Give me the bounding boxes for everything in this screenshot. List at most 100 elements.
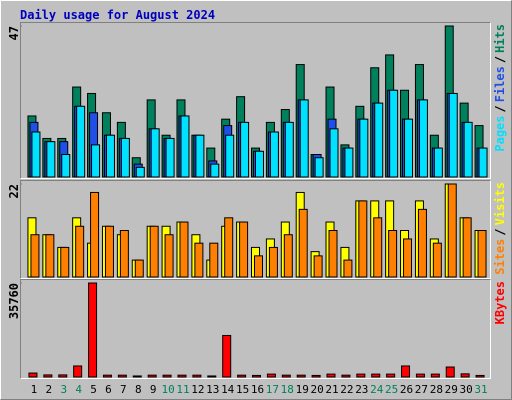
bar	[478, 147, 488, 178]
bar	[252, 374, 261, 378]
bar	[404, 118, 414, 178]
bar	[329, 128, 339, 178]
bar	[269, 131, 279, 178]
bar	[30, 234, 40, 278]
bar	[477, 230, 487, 278]
bar	[194, 242, 204, 278]
bar	[135, 166, 145, 178]
x-tick-label: 18	[281, 383, 294, 396]
bar	[239, 221, 249, 278]
legend-separator: /	[493, 105, 507, 112]
bar	[314, 157, 324, 178]
bar	[88, 282, 98, 378]
bar	[313, 255, 323, 278]
legend: Sites / Visits	[493, 182, 507, 275]
x-tick-label: 4	[75, 383, 82, 396]
x-tick-label: 26	[400, 383, 413, 396]
bar	[388, 230, 398, 278]
bar	[433, 147, 443, 178]
bar	[195, 134, 205, 178]
bar	[240, 121, 250, 178]
bar	[46, 141, 56, 178]
x-tick-label: 23	[355, 383, 368, 396]
x-tick-label: 1	[31, 383, 38, 396]
bar	[284, 121, 294, 178]
bar	[358, 200, 368, 278]
bar	[43, 374, 53, 378]
legend-entry: Pages	[493, 116, 507, 152]
bar	[417, 208, 427, 278]
x-tick-label: 2	[46, 383, 53, 396]
x-tick-label: 8	[135, 383, 142, 396]
x-tick-label: 19	[296, 383, 309, 396]
x-tick-label: 3	[60, 383, 67, 396]
bar	[162, 374, 172, 378]
bar	[61, 154, 71, 178]
x-tick-label: 31	[474, 383, 487, 396]
panel-highlight	[20, 180, 491, 279]
bar	[447, 183, 457, 278]
legend: Pages / Files / Hits	[493, 24, 507, 152]
y-tick-label: 47	[7, 26, 21, 40]
bar	[210, 163, 220, 178]
legend-entry: Hits	[493, 24, 507, 53]
bar	[225, 134, 235, 178]
legend-entry: Visits	[493, 182, 507, 225]
bar	[90, 191, 100, 278]
bar	[463, 121, 473, 178]
x-tick-label: 17	[266, 383, 279, 396]
bar	[119, 230, 129, 278]
legend-entry: Files	[493, 66, 507, 102]
x-tick-label: 28	[430, 383, 443, 396]
bar	[60, 246, 70, 278]
bar	[462, 217, 472, 278]
bar	[401, 365, 411, 378]
bar	[266, 373, 276, 378]
bar	[73, 365, 83, 378]
bar	[403, 238, 413, 278]
bar	[147, 374, 157, 378]
bar	[430, 373, 440, 378]
bar	[149, 225, 159, 278]
x-tick-label: 9	[150, 383, 157, 396]
x-tick-label: 20	[310, 383, 323, 396]
bar	[475, 374, 485, 378]
bar	[389, 89, 399, 178]
x-tick-label: 25	[385, 383, 398, 396]
bar	[373, 217, 383, 278]
bar	[311, 374, 321, 378]
bar	[224, 217, 234, 278]
bar	[415, 373, 425, 378]
panel-highlight	[20, 22, 491, 179]
bar	[91, 144, 101, 178]
x-tick-label: 15	[236, 383, 249, 396]
bar	[341, 374, 351, 378]
bar	[374, 102, 384, 178]
x-tick-label: 27	[415, 383, 428, 396]
bar	[58, 374, 68, 378]
x-tick-label: 16	[251, 383, 264, 396]
bar	[177, 374, 187, 378]
bar	[343, 259, 353, 278]
bar	[255, 150, 264, 178]
bar	[117, 374, 127, 378]
bar	[132, 375, 142, 378]
bar	[371, 373, 381, 378]
x-tick-label: 6	[105, 383, 112, 396]
x-tick-label: 12	[191, 383, 204, 396]
y-tick-label: 22	[7, 184, 21, 198]
bar	[386, 373, 396, 378]
bar	[359, 118, 369, 178]
bar	[75, 225, 85, 278]
x-tick-label: 22	[340, 383, 353, 396]
legend-separator: /	[493, 228, 507, 235]
bar	[45, 234, 55, 278]
bar	[28, 372, 38, 378]
chart-title: Daily usage for August 2024	[20, 8, 215, 22]
bar	[102, 374, 112, 378]
bar	[328, 230, 338, 278]
x-tick-label: 29	[445, 383, 458, 396]
x-tick-label: 13	[206, 383, 219, 396]
